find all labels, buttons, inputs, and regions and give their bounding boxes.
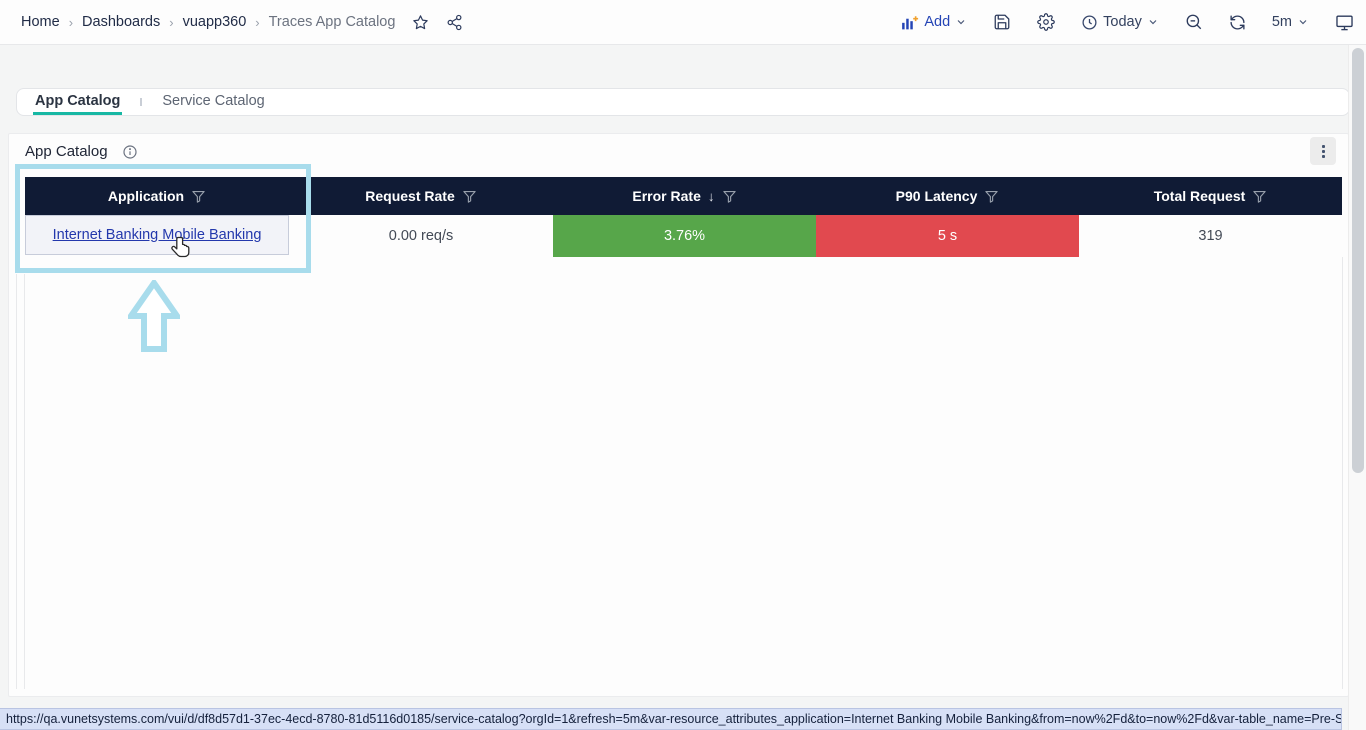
add-panel-dropdown[interactable]: Add — [900, 13, 967, 31]
column-label: Error Rate — [632, 188, 701, 204]
refresh-interval-dropdown[interactable]: 5m — [1272, 14, 1309, 30]
toolbar-actions: Add Today — [900, 13, 1354, 32]
top-navigation-bar: Home › Dashboards › vuapp360 › Traces Ap… — [0, 0, 1366, 45]
refresh-icon[interactable] — [1229, 14, 1246, 31]
filter-icon[interactable] — [462, 189, 477, 204]
table-row: Internet Banking Mobile Banking 0.00 req… — [25, 215, 1342, 257]
application-link[interactable]: Internet Banking Mobile Banking — [52, 227, 262, 243]
breadcrumb-separator: › — [169, 14, 174, 30]
p90-latency-cell: 5 s — [816, 215, 1079, 257]
zoom-out-icon[interactable] — [1185, 13, 1203, 31]
breadcrumb-home[interactable]: Home — [21, 14, 60, 30]
filter-icon[interactable] — [984, 189, 999, 204]
link-preview-status-bar: https://qa.vunetsystems.com/vui/d/df8d57… — [0, 708, 1342, 730]
filter-icon[interactable] — [1252, 189, 1267, 204]
column-header-request-rate[interactable]: Request Rate — [289, 177, 553, 215]
panel-title: App Catalog — [25, 143, 108, 160]
bar-chart-add-icon — [902, 16, 919, 30]
add-button-label: Add — [924, 14, 951, 30]
filter-icon[interactable] — [191, 189, 206, 204]
filter-icon[interactable] — [722, 189, 737, 204]
column-header-application[interactable]: Application — [25, 177, 289, 215]
panel-menu-kebab-icon[interactable] — [1310, 137, 1336, 165]
settings-gear-icon[interactable] — [1037, 13, 1055, 31]
star-icon[interactable] — [412, 14, 429, 31]
column-header-p90-latency[interactable]: P90 Latency — [816, 177, 1079, 215]
refresh-interval-label: 5m — [1271, 14, 1292, 30]
column-header-error-rate[interactable]: Error Rate ↓ — [553, 177, 816, 215]
breadcrumb-dashboards[interactable]: Dashboards — [82, 14, 161, 30]
column-header-total-request[interactable]: Total Request — [1079, 177, 1342, 215]
request-rate-cell: 0.00 req/s — [388, 228, 454, 244]
chevron-down-icon — [1299, 20, 1307, 25]
catalog-tabs: App Catalog Service Catalog — [16, 88, 1350, 116]
error-rate-cell: 3.76% — [553, 215, 816, 257]
vertical-scrollbar — [1348, 45, 1366, 730]
app-catalog-panel: App Catalog Application Request Rate Err… — [8, 133, 1349, 697]
save-dashboard-icon[interactable] — [993, 13, 1011, 31]
column-label: Total Request — [1153, 188, 1246, 204]
app-catalog-table: Application Request Rate Error Rate ↓ P9… — [25, 177, 1342, 257]
breadcrumb-separator: › — [68, 14, 74, 30]
breadcrumb-vuapp360[interactable]: vuapp360 — [182, 14, 247, 30]
column-label: Request Rate — [365, 188, 455, 204]
kiosk-monitor-icon[interactable] — [1335, 13, 1354, 32]
tab-service-catalog[interactable]: Service Catalog — [162, 92, 265, 109]
share-icon[interactable] — [446, 14, 463, 31]
table-header-row: Application Request Rate Error Rate ↓ P9… — [25, 177, 1342, 215]
chevron-down-icon — [957, 20, 965, 25]
application-cell: Internet Banking Mobile Banking — [25, 215, 289, 255]
column-label: P90 Latency — [895, 188, 978, 204]
breadcrumb: Home › Dashboards › vuapp360 › Traces Ap… — [21, 14, 463, 31]
tab-app-catalog[interactable]: App Catalog — [33, 89, 123, 115]
chevron-down-icon — [1149, 20, 1157, 25]
tab-divider — [140, 98, 143, 106]
table-border-line — [24, 274, 25, 689]
scrollbar-thumb[interactable] — [1352, 48, 1364, 473]
info-icon[interactable] — [122, 144, 138, 160]
breadcrumb-separator: › — [255, 14, 260, 30]
breadcrumb-current-page: Traces App Catalog — [268, 14, 396, 30]
column-label: Application — [107, 188, 185, 204]
time-range-label: Today — [1103, 14, 1142, 30]
sort-descending-icon[interactable]: ↓ — [707, 188, 715, 204]
table-border-line — [16, 274, 17, 689]
time-range-picker[interactable]: Today — [1081, 14, 1159, 31]
total-request-cell: 319 — [1198, 228, 1223, 244]
clock-icon — [1082, 14, 1097, 30]
table-border-line — [1342, 257, 1343, 689]
